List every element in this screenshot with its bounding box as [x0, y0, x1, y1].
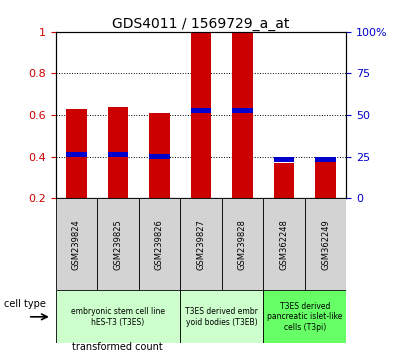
- Title: GDS4011 / 1569729_a_at: GDS4011 / 1569729_a_at: [112, 17, 290, 31]
- Bar: [180, 198, 222, 290]
- Bar: [305, 198, 346, 290]
- Text: GSM362249: GSM362249: [321, 219, 330, 270]
- Text: GSM239827: GSM239827: [197, 219, 205, 270]
- Bar: [66, 109, 87, 198]
- Bar: [222, 198, 263, 290]
- Text: cell type: cell type: [4, 298, 46, 309]
- Bar: [232, 108, 253, 114]
- Bar: [191, 32, 211, 198]
- Text: GSM239828: GSM239828: [238, 219, 247, 270]
- Bar: [232, 32, 253, 198]
- Bar: [263, 198, 305, 290]
- Bar: [180, 290, 263, 343]
- Bar: [56, 290, 180, 343]
- Bar: [315, 157, 336, 162]
- Text: transformed count: transformed count: [72, 342, 162, 352]
- Bar: [107, 152, 128, 157]
- Text: GSM362248: GSM362248: [279, 219, 289, 270]
- Bar: [263, 290, 346, 343]
- Bar: [149, 154, 170, 159]
- Bar: [191, 108, 211, 114]
- Bar: [66, 152, 87, 157]
- Text: T3ES derived embr
yoid bodies (T3EB): T3ES derived embr yoid bodies (T3EB): [185, 307, 258, 326]
- Text: GSM239824: GSM239824: [72, 219, 81, 270]
- Bar: [139, 198, 180, 290]
- Bar: [273, 157, 295, 162]
- Bar: [107, 107, 128, 198]
- Text: GSM239825: GSM239825: [113, 219, 123, 270]
- Bar: [97, 198, 139, 290]
- Bar: [273, 163, 295, 198]
- Text: GSM239826: GSM239826: [155, 219, 164, 270]
- Text: T3ES derived
pancreatic islet-like
cells (T3pi): T3ES derived pancreatic islet-like cells…: [267, 302, 342, 332]
- Bar: [315, 161, 336, 198]
- Text: embryonic stem cell line
hES-T3 (T3ES): embryonic stem cell line hES-T3 (T3ES): [71, 307, 165, 326]
- Bar: [149, 113, 170, 198]
- Bar: [56, 198, 97, 290]
